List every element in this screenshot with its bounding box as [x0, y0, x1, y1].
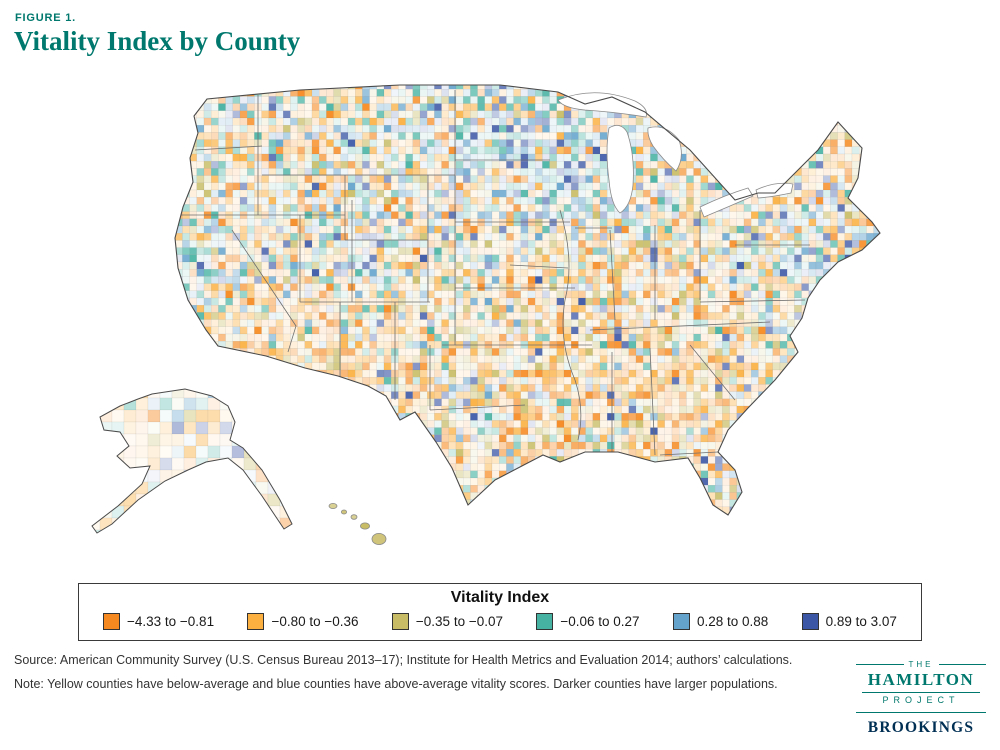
hawaii-islands [328, 502, 387, 546]
logo-rule-left [856, 664, 904, 665]
logo-hamilton-text: HAMILTON [867, 670, 975, 689]
source-note: Source: American Community Survey (U.S. … [14, 653, 793, 667]
hamilton-brookings-logo: THE HAMILTON PROJECT BROOKINGS [856, 660, 986, 737]
figure-label: FIGURE 1. [15, 12, 76, 24]
page-title: Vitality Index by County [14, 26, 301, 56]
logo-the-text: THE [908, 660, 934, 669]
legend-label: −0.35 to −0.07 [415, 614, 503, 629]
state-borders [178, 90, 810, 456]
legend-swatch [536, 613, 554, 630]
lake-erie [699, 187, 754, 218]
legend-title: Vitality Index [450, 589, 550, 606]
legend-label: −0.06 to 0.27 [560, 614, 640, 629]
logo-rule-right [938, 664, 986, 665]
hawaii-island [328, 502, 338, 509]
legend-item: 0.28 to 0.88 [672, 613, 769, 630]
alaska-outline [91, 388, 293, 534]
legend-item: −0.80 to −0.36 [247, 613, 359, 630]
map-legend: Vitality Index −4.33 to −0.81 −0.80 to −0… [78, 583, 922, 641]
legend-item: −4.33 to −0.81 [103, 613, 214, 630]
hawaii-island [371, 533, 387, 546]
reading-note: Note: Yellow counties have below-average… [14, 676, 778, 691]
hawaii-island [359, 522, 370, 530]
legend-swatch [103, 613, 120, 630]
lake-superior [557, 92, 647, 118]
county-cells-lower48 [175, 85, 880, 515]
legend-swatch [247, 613, 265, 630]
legend-swatch [391, 613, 409, 630]
logo-project-text: PROJECT [862, 692, 980, 705]
legend-label: −4.33 to −0.81 [127, 614, 215, 629]
legend-item: −0.35 to −0.07 [391, 613, 503, 630]
logo-divider [856, 712, 986, 713]
legend-label: 0.89 to 3.07 [825, 614, 897, 629]
county-cells-alaska [92, 389, 292, 533]
lake-ontario [755, 182, 794, 199]
legend-item: 0.89 to 3.07 [801, 613, 897, 630]
legend-swatch [801, 613, 819, 630]
legend-label: 0.28 to 0.88 [696, 614, 769, 629]
hawaii-island [340, 509, 347, 515]
great-lakes [557, 92, 794, 218]
lake-huron [647, 126, 682, 172]
legend-items: −4.33 to −0.81 −0.80 to −0.36 −0.35 to −0.… [79, 607, 921, 630]
lake-michigan [606, 124, 634, 214]
figure-footer: Source: American Community Survey (U.S. … [14, 652, 862, 699]
hawaii-island [350, 514, 358, 520]
brookings-wordmark: BROOKINGS [867, 719, 975, 736]
lower48-outline [174, 84, 881, 516]
legend-item: −0.06 to 0.27 [536, 613, 640, 630]
logo-the-row: THE [856, 660, 986, 669]
legend-label: −0.80 to −0.36 [271, 614, 359, 629]
legend-swatch [672, 613, 690, 630]
